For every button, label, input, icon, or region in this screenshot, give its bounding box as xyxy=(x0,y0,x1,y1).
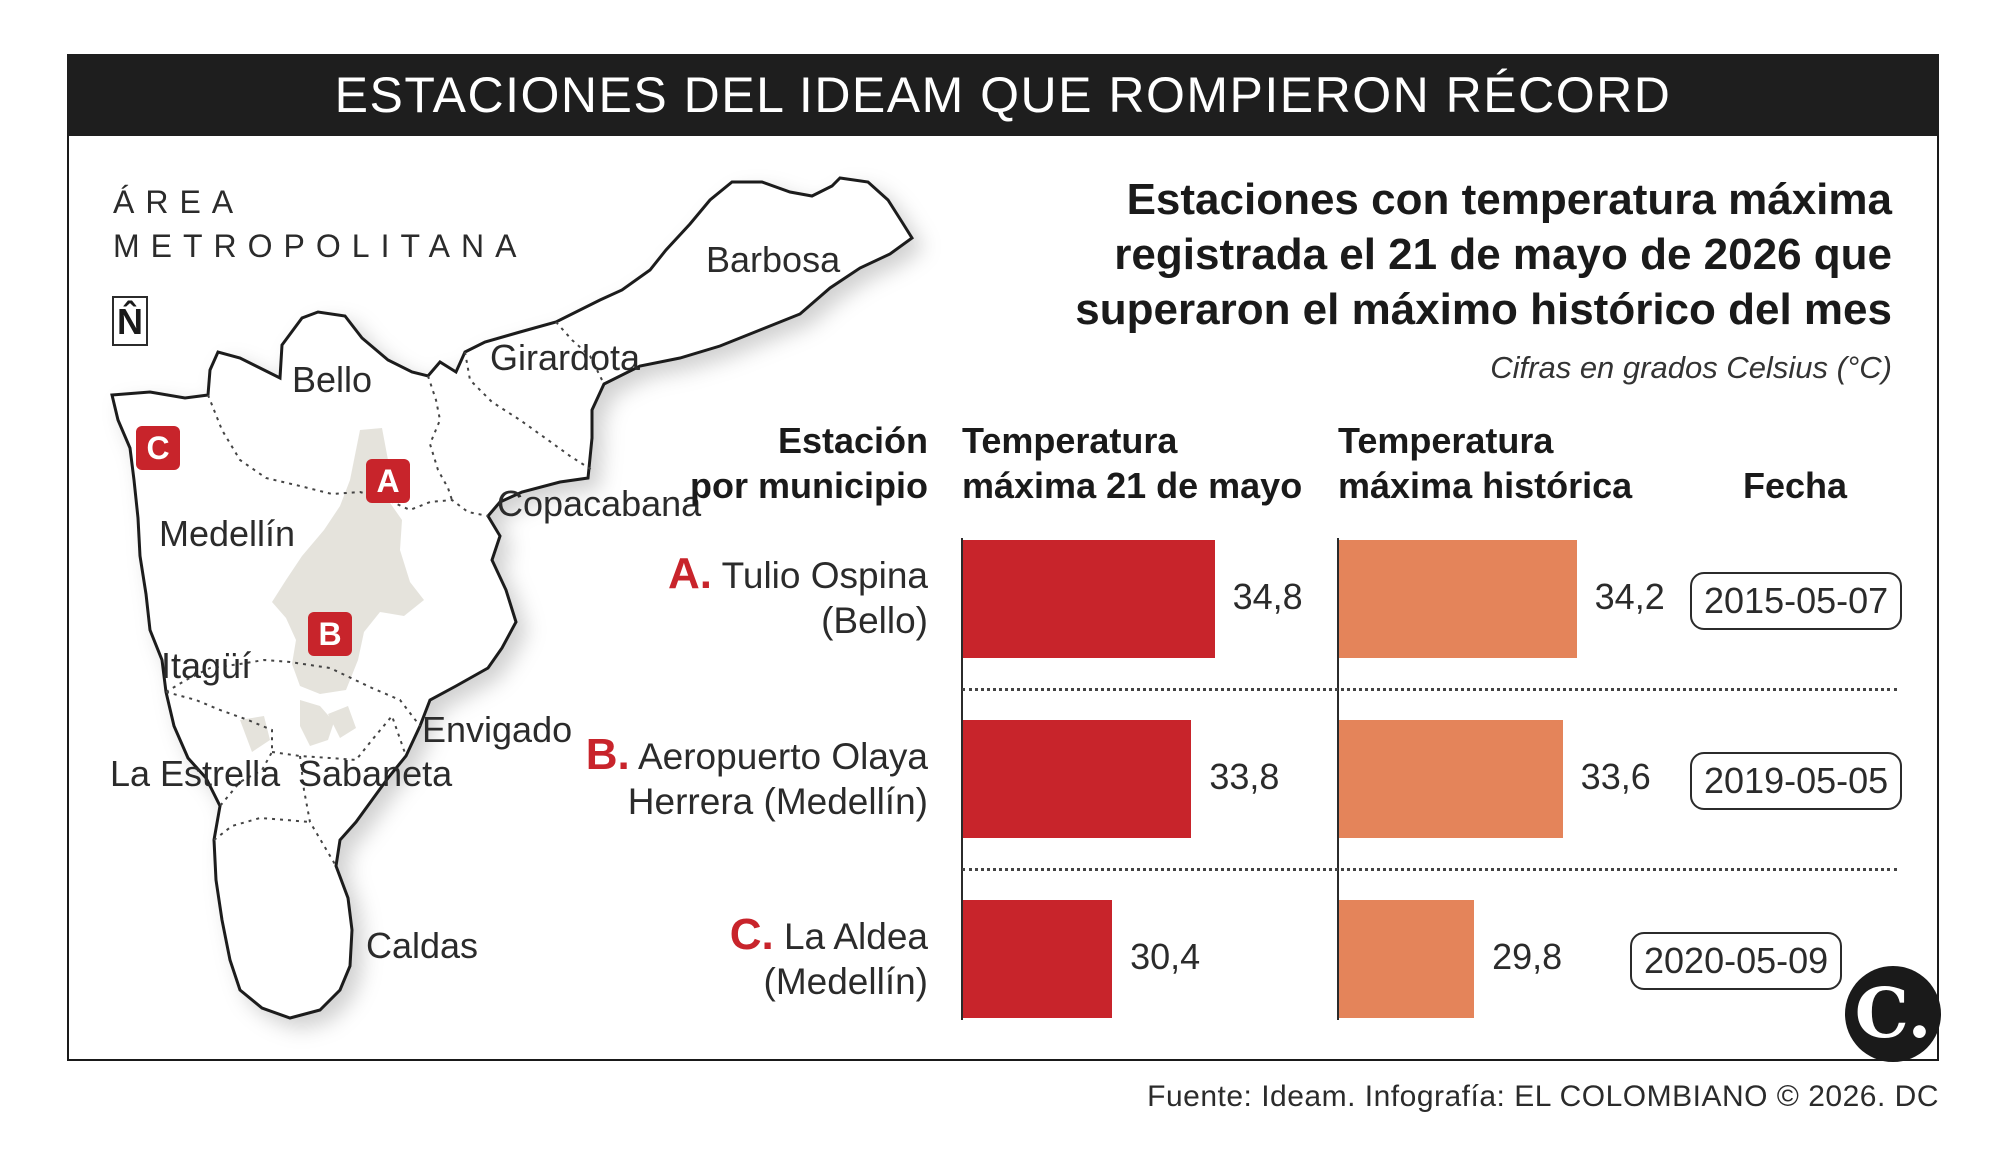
bar-current-3 xyxy=(963,900,1113,1018)
area-label-line2: METROPOLITANA xyxy=(113,228,528,264)
row-label-c: C. La Aldea (Medellín) xyxy=(729,910,928,1002)
bar-historic-2 xyxy=(1339,720,1563,838)
bar-value-current-3: 30,4 xyxy=(1130,936,1201,977)
label-copacabana: Copacabana xyxy=(497,483,702,524)
label-caldas: Caldas xyxy=(366,925,478,966)
map-marker-c: C xyxy=(136,426,180,470)
header-date: Fecha xyxy=(1743,465,1848,506)
bar-current-1 xyxy=(963,540,1215,658)
date-badge-2: 2019-05-05 xyxy=(1690,752,1903,810)
map-outline xyxy=(110,176,915,1020)
row-label-b: B. Aeropuerto Olaya Herrera (Medellín) xyxy=(585,730,928,822)
bar-value-historic-3: 29,8 xyxy=(1492,936,1563,977)
municipal-boundaries xyxy=(165,321,605,867)
header-current-temp: Temperatura máxima 21 de mayo xyxy=(962,420,1303,506)
label-girardota: Girardota xyxy=(490,337,641,378)
bar-value-historic-1: 34,2 xyxy=(1594,576,1665,617)
label-la-estrella: La Estrella xyxy=(110,753,281,794)
row-separator-1 xyxy=(962,688,1897,691)
north-arrow-icon: N̂ xyxy=(112,296,148,346)
bar-current-2 xyxy=(963,720,1192,838)
bar-value-historic-2: 33,6 xyxy=(1580,756,1651,797)
bar-historic-3 xyxy=(1339,900,1475,1018)
bar-historic-1 xyxy=(1339,540,1577,658)
chart-title: Estaciones con temperatura máxima regist… xyxy=(1075,175,1892,334)
urban-area-south xyxy=(240,700,356,752)
header-historic-temp: Temperatura máxima histórica xyxy=(1338,420,1633,506)
map-marker-b: B xyxy=(308,612,352,656)
area-label-line1: ÁREA xyxy=(113,184,245,220)
label-itagui: Itagüí xyxy=(161,645,251,686)
axis-line-historic xyxy=(1337,538,1339,1020)
source-footer: Fuente: Ideam. Infografía: EL COLOMBIANO… xyxy=(1147,1080,1939,1113)
label-sabaneta: Sabaneta xyxy=(298,753,453,794)
row-label-a: A. Tulio Ospina (Bello) xyxy=(668,549,928,641)
axis-line-current xyxy=(961,538,963,1020)
bar-value-current-1: 34,8 xyxy=(1232,576,1303,617)
el-colombiano-logo-icon: C. xyxy=(1845,966,1941,1062)
map-marker-a: A xyxy=(366,459,410,503)
bar-value-current-2: 33,8 xyxy=(1209,756,1280,797)
row-separator-2 xyxy=(962,868,1897,871)
label-bello: Bello xyxy=(292,359,372,400)
chart-subtitle: Cifras en grados Celsius (°C) xyxy=(1490,350,1892,385)
label-medellin: Medellín xyxy=(159,513,295,554)
date-badge-1: 2015-05-07 xyxy=(1690,572,1903,630)
date-badge-3: 2020-05-09 xyxy=(1630,932,1843,990)
label-barbosa: Barbosa xyxy=(706,239,841,280)
label-envigado: Envigado xyxy=(422,709,572,750)
main-title: ESTACIONES DEL IDEAM QUE ROMPIERON RÉCOR… xyxy=(334,67,1672,123)
title-bar: ESTACIONES DEL IDEAM QUE ROMPIERON RÉCOR… xyxy=(67,54,1939,136)
header-station: Estación por municipio xyxy=(690,420,928,506)
